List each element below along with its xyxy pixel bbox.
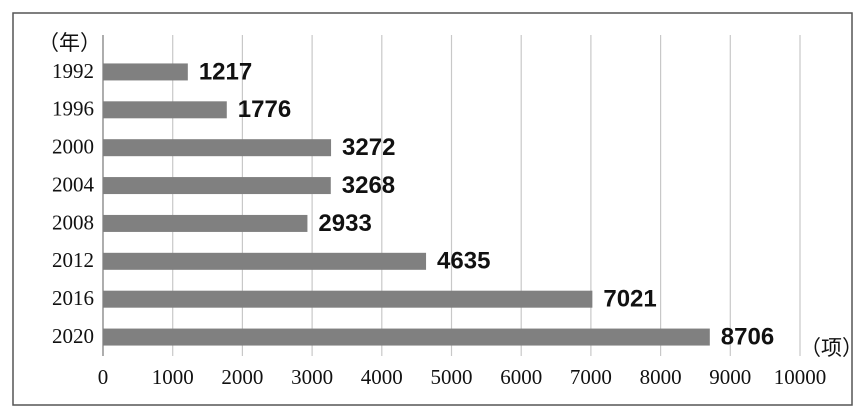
x-axis-label: （项）: [800, 336, 863, 360]
y-tick-label: 2016: [52, 286, 94, 310]
value-label: 3272: [342, 134, 395, 161]
x-tick-label: 1000: [152, 365, 194, 389]
x-tick-label: 4000: [361, 365, 403, 389]
x-tick-label: 2000: [221, 365, 263, 389]
value-label: 1776: [238, 96, 291, 123]
bar: [103, 101, 227, 119]
value-label: 1217: [199, 58, 252, 85]
y-tick-label: 2020: [52, 324, 94, 348]
y-tick-label: 2000: [52, 135, 94, 159]
bar: [103, 252, 427, 270]
value-label: 8706: [721, 323, 774, 350]
x-tick-label: 7000: [570, 365, 612, 389]
x-tick-label: 5000: [431, 365, 473, 389]
value-label: 4635: [437, 248, 490, 275]
x-tick-label: 8000: [640, 365, 682, 389]
bar: [103, 177, 331, 195]
x-tick-label: 9000: [709, 365, 751, 389]
x-tick-label: 10000: [774, 365, 827, 389]
bar: [103, 139, 332, 157]
x-tick-label: 6000: [500, 365, 542, 389]
y-tick-label: 1996: [52, 97, 94, 121]
bar: [103, 214, 308, 232]
bar: [103, 328, 710, 346]
x-tick-label: 0: [98, 365, 109, 389]
value-label: 3268: [342, 172, 395, 199]
bar: [103, 63, 188, 81]
y-tick-label: 2012: [52, 248, 94, 272]
value-label: 7021: [603, 286, 656, 313]
y-tick-label: 2004: [52, 172, 95, 196]
bar: [103, 290, 593, 308]
y-tick-label: 2008: [52, 210, 94, 234]
y-axis-label: （年）: [38, 31, 101, 55]
x-tick-label: 3000: [291, 365, 333, 389]
y-tick-label: 1992: [52, 59, 94, 83]
value-label: 2933: [318, 210, 371, 237]
